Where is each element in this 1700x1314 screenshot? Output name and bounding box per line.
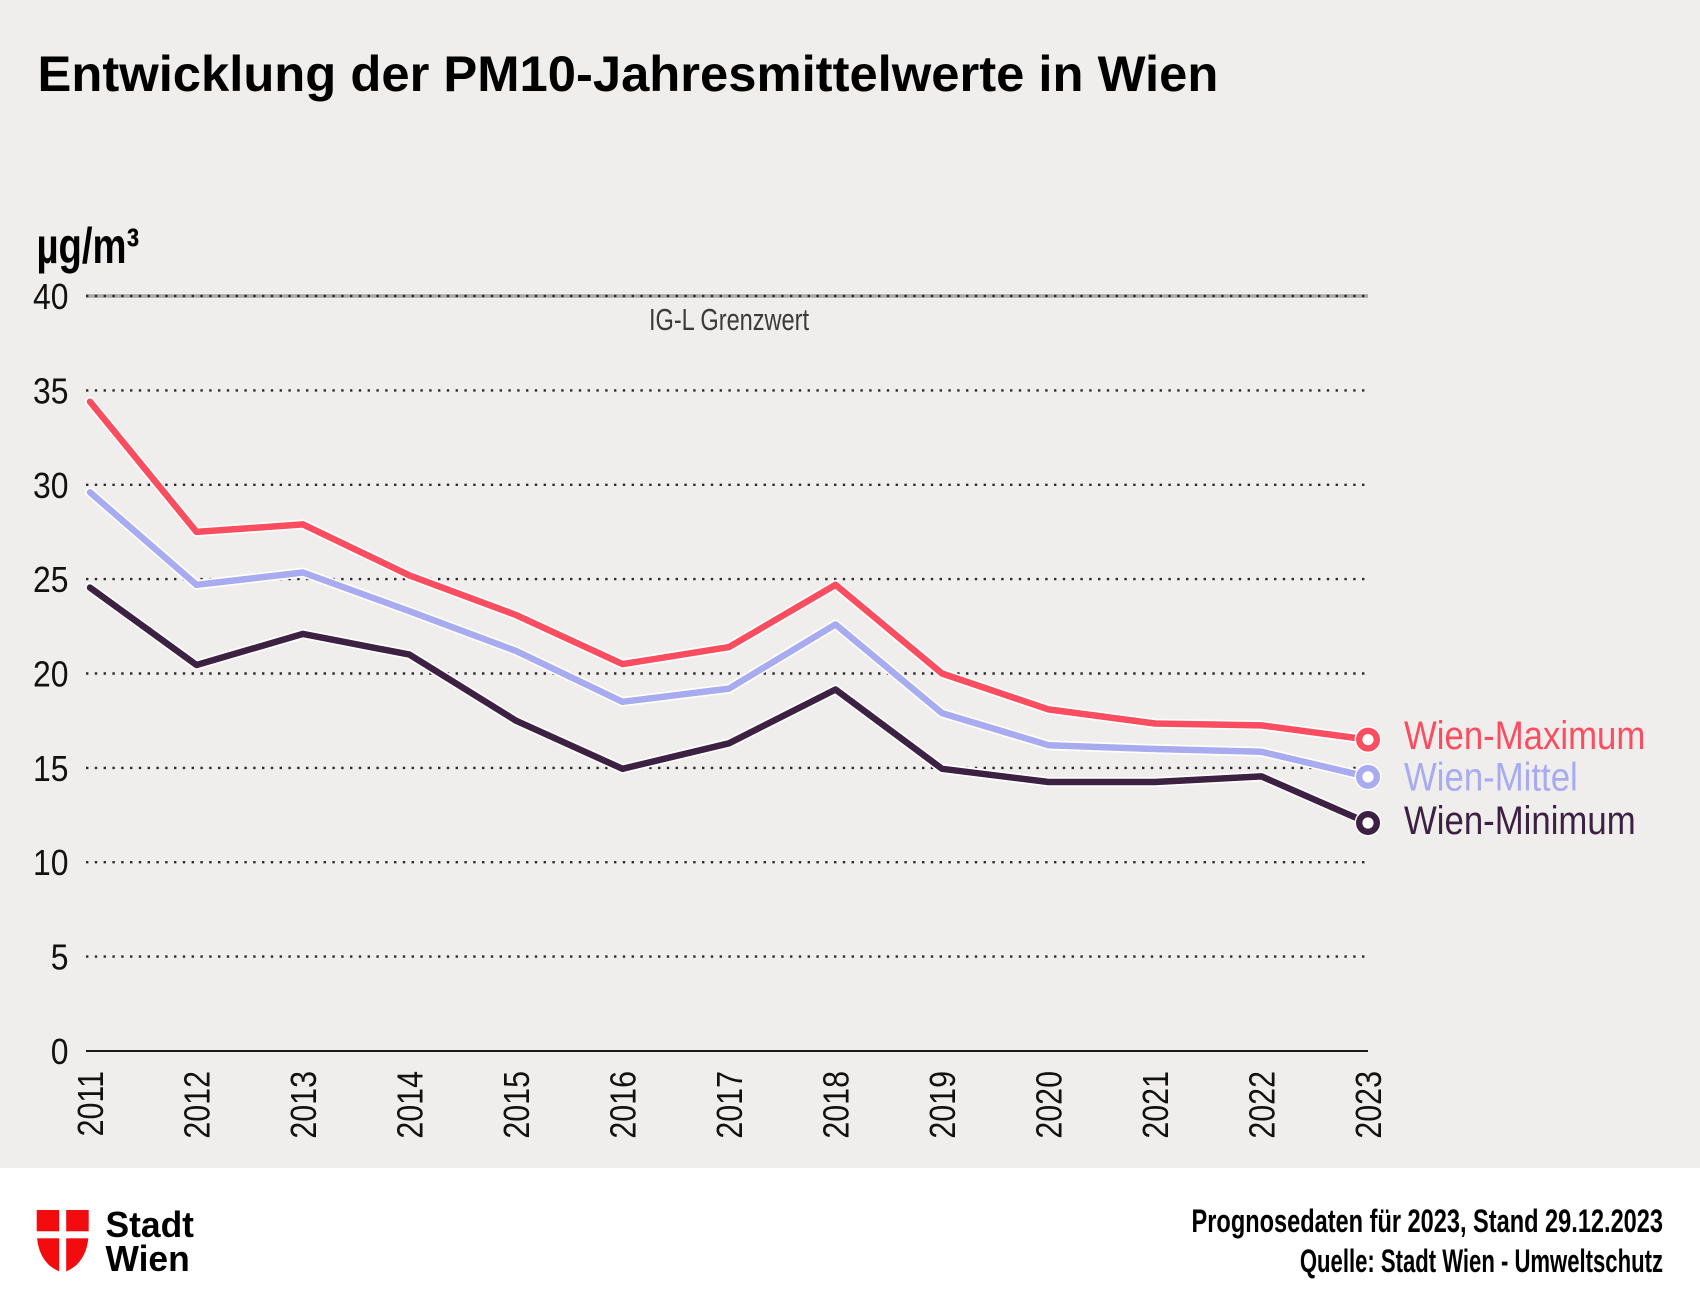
svg-text:2011: 2011 [72, 1071, 112, 1136]
svg-text:5: 5 [51, 938, 69, 978]
svg-text:Wien-Minimum: Wien-Minimum [1404, 798, 1636, 843]
svg-text:35: 35 [33, 371, 68, 411]
svg-text:2014: 2014 [391, 1071, 431, 1139]
svg-text:2021: 2021 [1137, 1071, 1177, 1139]
svg-text:2022: 2022 [1243, 1071, 1283, 1139]
svg-text:2023: 2023 [1350, 1071, 1390, 1139]
svg-text:2018: 2018 [817, 1071, 857, 1139]
svg-text:Entwicklung der PM10-Jahresmit: Entwicklung der PM10-Jahresmittelwerte i… [38, 45, 1219, 102]
svg-text:25: 25 [33, 560, 68, 600]
svg-text:2012: 2012 [178, 1071, 218, 1139]
svg-text:2016: 2016 [604, 1071, 644, 1139]
svg-text:2019: 2019 [924, 1071, 964, 1139]
svg-text:Wien-Maximum: Wien-Maximum [1404, 713, 1645, 758]
svg-text:40: 40 [33, 277, 68, 317]
svg-text:2013: 2013 [285, 1071, 325, 1139]
svg-text:Prognosedaten für 2023, Stand: Prognosedaten für 2023, Stand 29.12.2023 [1192, 1203, 1663, 1240]
svg-text:µg/m³: µg/m³ [37, 219, 140, 274]
svg-text:Wien: Wien [106, 1238, 190, 1280]
svg-text:10: 10 [33, 843, 68, 883]
svg-text:Stadt: Stadt [106, 1204, 194, 1246]
svg-text:2020: 2020 [1030, 1071, 1070, 1139]
svg-text:2017: 2017 [711, 1071, 751, 1139]
svg-text:20: 20 [33, 655, 68, 695]
svg-text:30: 30 [33, 466, 68, 506]
svg-text:Wien-Mittel: Wien-Mittel [1404, 754, 1578, 799]
svg-text:IG-L Grenzwert: IG-L Grenzwert [649, 302, 809, 337]
svg-text:0: 0 [51, 1032, 69, 1072]
svg-text:15: 15 [33, 749, 68, 789]
svg-text:Quelle: Stadt Wien - Umweltsch: Quelle: Stadt Wien - Umweltschutz [1300, 1243, 1663, 1279]
svg-text:2015: 2015 [498, 1071, 538, 1139]
